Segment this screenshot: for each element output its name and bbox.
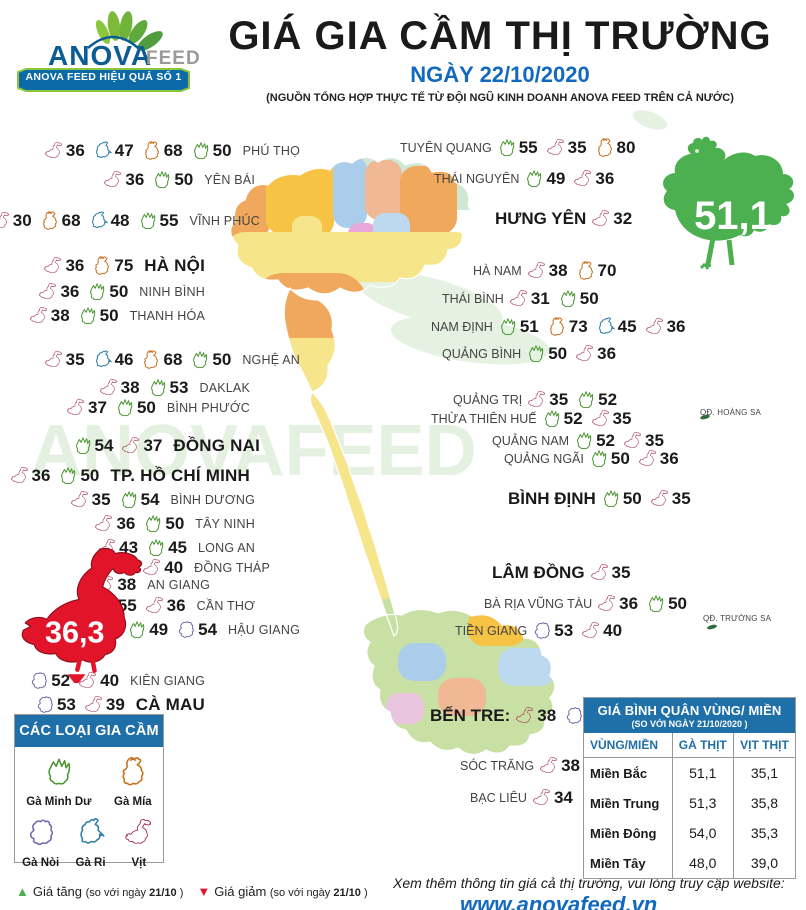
svg-text:51,1: 51,1 (694, 194, 772, 238)
svg-text:36,3: 36,3 (45, 616, 105, 650)
